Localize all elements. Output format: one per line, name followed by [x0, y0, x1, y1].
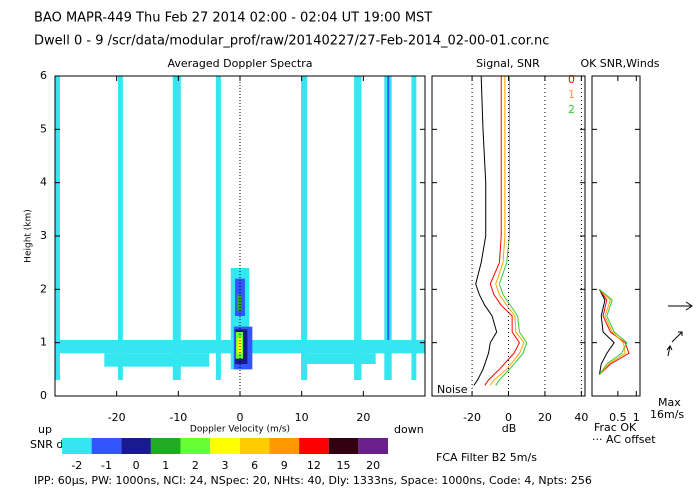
spectrum-region [301, 353, 376, 364]
note: ··· AC offset [592, 433, 656, 446]
wind-arrow [668, 301, 693, 311]
colorbar-tick-label: 0 [133, 459, 140, 472]
colorbar-box [239, 438, 270, 454]
colorbar-box [91, 438, 122, 454]
colorbar-box [121, 438, 151, 454]
spectrum-region [104, 353, 210, 367]
y-tick-label: 5 [40, 122, 47, 135]
colorbar-box [299, 438, 329, 454]
colorbar-box [210, 438, 240, 454]
x-tick-label: 20 [356, 411, 370, 424]
colorbar-tick-label: 15 [337, 459, 351, 472]
header-line2: Dwell 0 - 9 /scr/data/modular_prof/raw/2… [34, 34, 549, 49]
panel-title: Signal, SNR [476, 57, 540, 70]
spectrum-region [301, 76, 308, 380]
colorbar-box [62, 438, 92, 454]
y-tick-label: 3 [40, 229, 47, 242]
spectrum-region [411, 76, 417, 380]
y-tick-label: 0 [40, 389, 47, 402]
footer: IPP: 60μs, PW: 1000ns, NCI: 24, NSpec: 2… [34, 474, 592, 487]
wind-arrow [666, 345, 673, 357]
colorbar-box [150, 438, 181, 454]
colorbar-tick-label: 3 [222, 459, 229, 472]
colorbar-tick-label: 1 [162, 459, 169, 472]
x-axis-title: dB [502, 422, 517, 435]
wind-arrow [671, 331, 683, 343]
wind-arrows [666, 301, 693, 357]
legend-entry: 2 [568, 103, 575, 116]
y-axis-title: Height (km) [24, 209, 34, 263]
spectrum-region [387, 76, 390, 354]
x-tick-label: -20 [108, 411, 126, 424]
x-axis-title: Frac OK [594, 421, 637, 434]
x-tick-label: 20 [538, 411, 552, 424]
legend-entry: 0 [568, 73, 575, 86]
spectrum-region [172, 76, 181, 380]
colorbar-tick-label: 6 [251, 459, 258, 472]
series-line [599, 288, 626, 375]
max-value: 16m/s [650, 408, 684, 421]
x-tick-label: -20 [463, 411, 481, 424]
colorbar-label: SNR dB [30, 438, 71, 451]
colorbar-box [328, 438, 359, 454]
colorbar-box [358, 438, 388, 454]
x-tick-label: 10 [295, 411, 309, 424]
legend-entry: 1 [568, 88, 575, 101]
spectrum-region [215, 76, 221, 380]
colorbar-tick-label: 9 [281, 459, 288, 472]
max-label: Max [658, 396, 681, 409]
colorbar-tick-label: -2 [71, 459, 82, 472]
y-tick-label: 4 [40, 176, 47, 189]
colorbar-tick-label: 2 [192, 459, 199, 472]
series-line [598, 289, 615, 375]
series-line [489, 76, 525, 386]
x-axis-title: Doppler Velocity (m/s) [190, 425, 290, 435]
series-line [484, 76, 521, 386]
colorbar-box [269, 438, 300, 454]
spectrum-region [55, 76, 60, 380]
x-tick-label: 0 [237, 411, 244, 424]
header-line1: BAO MAPR-449 Thu Feb 27 2014 02:00 - 02:… [34, 11, 432, 26]
series-line [495, 76, 528, 386]
spectrum-region [354, 76, 362, 380]
colorbar-tick-label: 20 [366, 459, 380, 472]
spectrum-region [117, 76, 123, 380]
spectrum-region [236, 294, 242, 311]
series-line [473, 75, 498, 386]
colorbar-tick-label: 12 [307, 459, 321, 472]
down-label: down [394, 423, 424, 436]
y-tick-label: 1 [40, 336, 47, 349]
panel-title: OK SNR,Winds [580, 57, 659, 70]
colorbar-tick-label: -1 [101, 459, 112, 472]
noise-label: Noise [437, 383, 468, 396]
x-tick-label: -10 [169, 411, 187, 424]
panel-title: Averaged Doppler Spectra [167, 57, 312, 70]
x-tick-label: 0 [505, 411, 512, 424]
y-tick-label: 6 [40, 69, 47, 82]
spectrum-region [236, 337, 242, 354]
colorbar-box [180, 438, 211, 454]
x-tick-label: 0.5 [609, 411, 627, 424]
series-line [598, 288, 628, 375]
filter-label: FCA Filter B2 5m/s [436, 451, 537, 464]
x-tick-label: 40 [574, 411, 588, 424]
panel-frame [431, 75, 586, 397]
panel-frame [54, 75, 426, 397]
x-tick-label: 1 [633, 411, 640, 424]
panel-frame [591, 75, 641, 397]
y-tick-label: 2 [40, 282, 47, 295]
up-label: up [38, 423, 52, 436]
